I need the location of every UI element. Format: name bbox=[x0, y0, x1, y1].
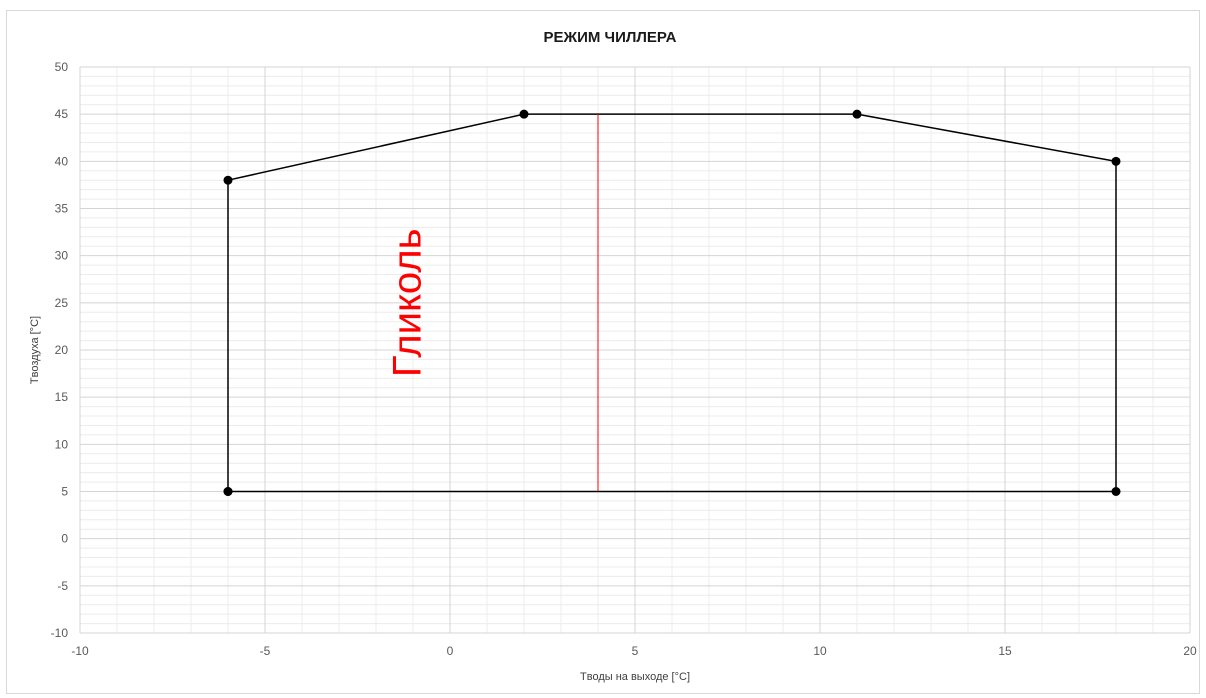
x-tick-label: -10 bbox=[71, 644, 89, 658]
data-point bbox=[223, 487, 233, 496]
data-point bbox=[852, 109, 862, 119]
y-tick-label: 45 bbox=[55, 107, 69, 121]
y-tick-label: -10 bbox=[51, 626, 69, 640]
y-tick-label: 35 bbox=[55, 202, 69, 216]
x-tick-label: 10 bbox=[813, 644, 827, 658]
y-tick-label: 15 bbox=[55, 390, 69, 404]
x-tick-label: 15 bbox=[998, 644, 1012, 658]
chart-title: РЕЖИМ ЧИЛЛЕРА bbox=[544, 29, 677, 46]
y-tick-label: 20 bbox=[55, 343, 69, 357]
x-tick-label: -5 bbox=[260, 644, 271, 658]
x-tick-label: 5 bbox=[632, 644, 639, 658]
y-tick-label: -5 bbox=[57, 579, 68, 593]
y-tick-labels: -10 -5 0 5 10 15 20 25 30 35 40 45 50 bbox=[51, 60, 69, 640]
x-tick-labels: -10 -5 0 5 10 15 20 bbox=[71, 644, 1197, 658]
y-tick-label: 10 bbox=[55, 437, 69, 451]
y-tick-label: 30 bbox=[55, 249, 69, 263]
x-tick-label: 0 bbox=[447, 644, 454, 658]
y-tick-label: 25 bbox=[55, 296, 69, 310]
y-tick-label: 40 bbox=[55, 154, 69, 168]
data-point bbox=[519, 109, 529, 119]
x-axis-label: Tводы на выходе [°C] bbox=[580, 671, 690, 683]
annotation-label: Гликоль bbox=[385, 229, 429, 378]
series-layer bbox=[223, 109, 1121, 496]
y-tick-label: 50 bbox=[55, 60, 69, 74]
data-point bbox=[223, 175, 233, 185]
annotations-layer: Гликоль bbox=[385, 229, 429, 378]
y-tick-label: 5 bbox=[61, 485, 68, 499]
data-point bbox=[1111, 156, 1121, 166]
y-tick-label: 0 bbox=[61, 532, 68, 546]
x-tick-label: 20 bbox=[1183, 644, 1197, 658]
y-axis-label: Tвоздуха [°C] bbox=[29, 316, 41, 384]
data-point bbox=[1111, 487, 1121, 496]
